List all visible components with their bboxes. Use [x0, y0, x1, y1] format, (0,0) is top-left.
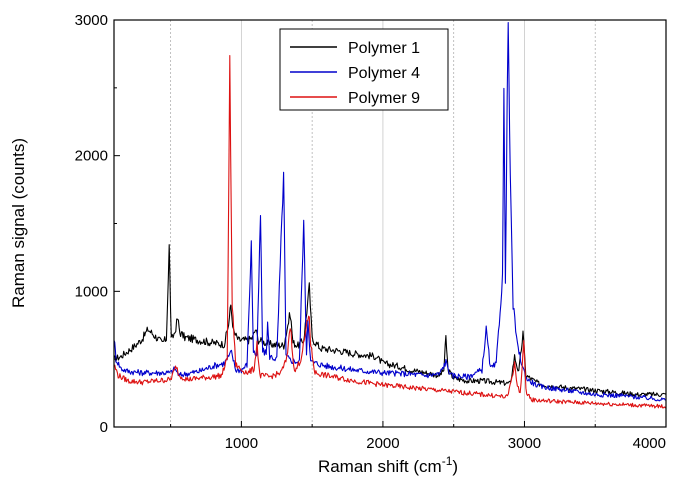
x-tick-label: 4000 — [633, 435, 666, 452]
x-tick-label: 3000 — [508, 435, 541, 452]
series-lines — [114, 22, 666, 409]
legend-label: Polymer 4 — [348, 65, 420, 82]
x-axis-title-main: Raman shift (cm — [318, 457, 442, 476]
legend-label: Polymer 1 — [348, 40, 420, 57]
series-line-polymer-1 — [114, 244, 666, 398]
x-axis-title-superscript: -1 — [442, 454, 453, 468]
plot-area — [114, 22, 666, 409]
axis-ticks: 1000 2000 3000 4000 0 1000 2000 3000 — [75, 12, 667, 452]
x-axis-title: Raman shift (cm-1) — [318, 454, 458, 476]
legend: Polymer 1 Polymer 4 Polymer 9 — [279, 28, 449, 111]
legend-label: Polymer 9 — [348, 90, 420, 107]
y-tick-label: 3000 — [75, 12, 108, 29]
y-tick-label: 2000 — [75, 148, 108, 165]
y-axis-title: Raman signal (counts) — [9, 138, 28, 308]
y-tick-label: 1000 — [75, 283, 108, 300]
x-tick-label: 2000 — [366, 435, 399, 452]
y-tick-label: 0 — [100, 419, 108, 436]
x-tick-label: 1000 — [225, 435, 258, 452]
series-line-polymer-4 — [114, 22, 666, 402]
x-axis-title-close: ) — [452, 457, 458, 476]
series-line-polymer-9 — [114, 55, 666, 409]
